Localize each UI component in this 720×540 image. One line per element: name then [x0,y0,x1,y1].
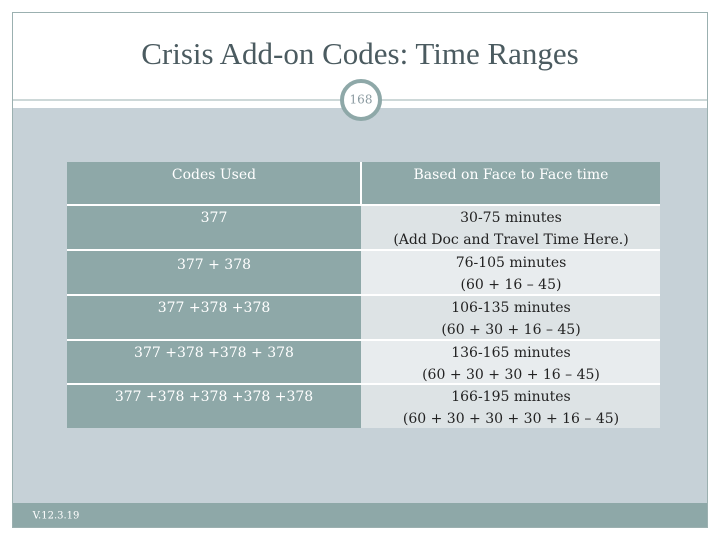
slide-frame [12,12,708,528]
code-cell [67,250,361,295]
header-row [67,162,660,205]
code-text: 377 + 378 [177,257,251,273]
code-cell [67,205,361,250]
table: Codes Used Based on Face to Face time 37… [67,162,660,428]
detail-text: (60 + 30 + 30 + 16 – 45) [422,367,600,383]
time-text: 30-75 minutes [460,210,562,226]
detail-text: (60 + 30 + 16 – 45) [441,322,580,338]
version: V.12.3.19 [32,511,80,522]
time-text: 76-105 minutes [456,255,567,271]
time-cell [361,340,660,384]
column-header: Based on Face to Face time [414,167,609,183]
footer-band [12,503,708,528]
time-cell [361,384,660,428]
detail-text: (60 + 16 – 45) [461,277,562,293]
code-text: 377 +378 +378 + 378 [134,345,294,361]
detail-text: (Add Doc and Travel Time Here.) [393,232,628,248]
time-text: 166-195 minutes [451,389,571,405]
title: Crisis Add-on Codes: Time Ranges [141,36,579,71]
code-text: 377 [201,210,228,226]
time-text: 106-135 minutes [451,300,571,316]
code-cell [67,295,361,340]
time-cell [361,205,660,250]
code-text: 377 +378 +378 +378 +378 [115,389,313,405]
detail-text: (60 + 30 + 30 + 30 + 16 – 45) [403,411,619,427]
time-cell [361,295,660,340]
time-text: 136-165 minutes [451,345,571,361]
code-text: 377 +378 +378 [158,300,271,316]
slide-number-badge [340,79,382,121]
code-cell [67,384,361,428]
code-cell [67,340,361,384]
time-cell [361,250,660,295]
slide-number: 168 [350,93,373,107]
column-header: Codes Used [172,167,256,183]
